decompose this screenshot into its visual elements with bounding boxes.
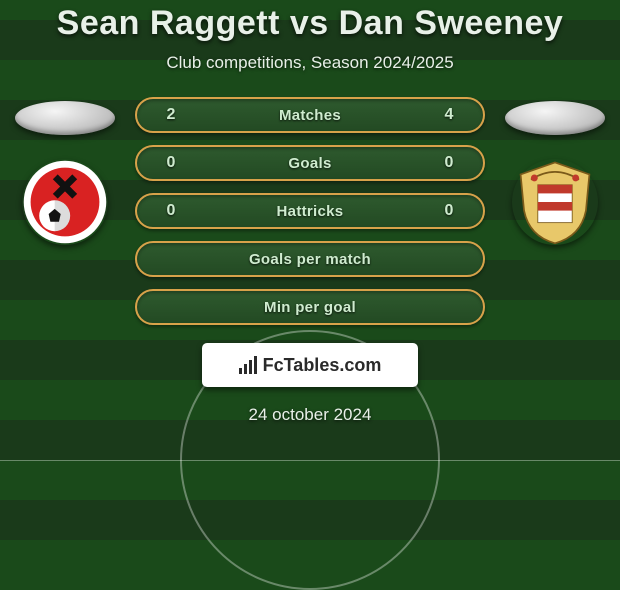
right-club-badge: [512, 159, 598, 245]
right-player-column: [505, 97, 605, 245]
stat-label: Goals per match: [249, 251, 371, 268]
right-club-badge-svg: [512, 159, 598, 245]
left-club-badge: [22, 159, 108, 245]
stat-right-value: 0: [429, 202, 469, 220]
stat-left-value: 2: [151, 106, 191, 124]
stat-left-value: 0: [151, 202, 191, 220]
content-wrapper: Sean Raggett vs Dan Sweeney Club competi…: [0, 0, 620, 425]
pitch-halfway-line: [0, 460, 620, 461]
stat-label: Min per goal: [264, 299, 356, 316]
left-player-column: [15, 97, 115, 245]
stat-right-value: 4: [429, 106, 469, 124]
left-club-badge-svg: [22, 159, 108, 245]
left-player-ellipse: [15, 101, 115, 135]
compare-area: 2 Matches 4 0 Goals 0 0 Hattricks 0 Goals per mat…: [0, 97, 620, 325]
right-player-ellipse: [505, 101, 605, 135]
stat-label: Goals: [288, 155, 331, 172]
stat-row: 0 Hattricks 0: [135, 193, 485, 229]
stat-row: Min per goal: [135, 289, 485, 325]
stat-left-value: 0: [151, 154, 191, 172]
stat-row: 0 Goals 0: [135, 145, 485, 181]
brand-label: FcTables.com: [263, 355, 382, 376]
stat-right-value: 0: [429, 154, 469, 172]
stat-rows: 2 Matches 4 0 Goals 0 0 Hattricks 0 Goals per mat…: [135, 97, 485, 325]
stat-row: 2 Matches 4: [135, 97, 485, 133]
stat-label: Matches: [279, 107, 341, 124]
brand-pill: FcTables.com: [202, 343, 418, 387]
date-line: 24 october 2024: [249, 405, 372, 425]
bar-chart-icon: [239, 356, 257, 374]
page-title: Sean Raggett vs Dan Sweeney: [57, 4, 564, 43]
stat-row: Goals per match: [135, 241, 485, 277]
page-subtitle: Club competitions, Season 2024/2025: [166, 53, 453, 73]
stat-label: Hattricks: [277, 203, 344, 220]
